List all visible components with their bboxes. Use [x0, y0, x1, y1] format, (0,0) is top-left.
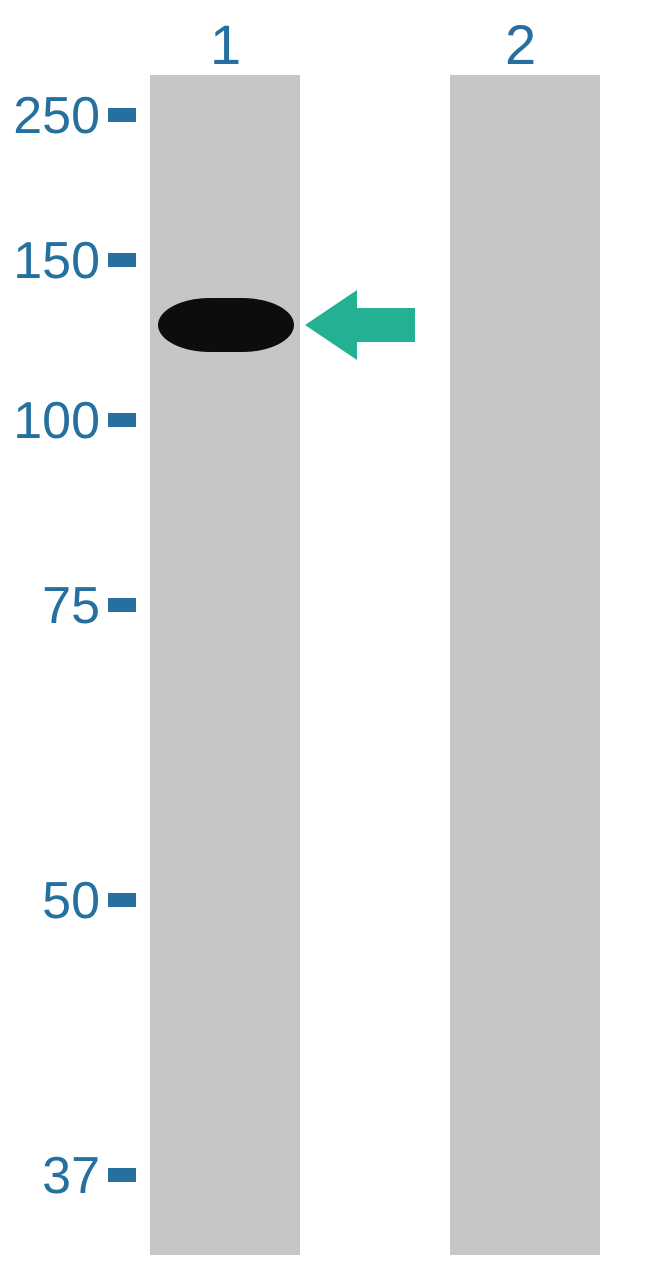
protein-band-lane-1: [158, 298, 294, 352]
mw-marker-tick-250: [108, 108, 136, 122]
mw-marker-label-250: 250: [13, 86, 100, 146]
mw-marker-tick-150: [108, 253, 136, 267]
mw-marker-tick-100: [108, 413, 136, 427]
mw-marker-label-150: 150: [13, 231, 100, 291]
lane-1-strip: [150, 75, 300, 1255]
mw-marker-tick-50: [108, 893, 136, 907]
mw-marker-label-50: 50: [42, 871, 100, 931]
mw-marker-label-37: 37: [42, 1146, 100, 1206]
mw-marker-label-100: 100: [13, 391, 100, 451]
lane-2-strip: [450, 75, 600, 1255]
lane-1-header: 1: [210, 12, 241, 77]
mw-marker-tick-75: [108, 598, 136, 612]
band-indicator-arrow-icon: [305, 290, 415, 360]
lane-2-header: 2: [505, 12, 536, 77]
mw-marker-label-75: 75: [42, 576, 100, 636]
western-blot-figure: 1 2 250 150 100 75 50 37: [0, 0, 650, 1270]
mw-marker-tick-37: [108, 1168, 136, 1182]
